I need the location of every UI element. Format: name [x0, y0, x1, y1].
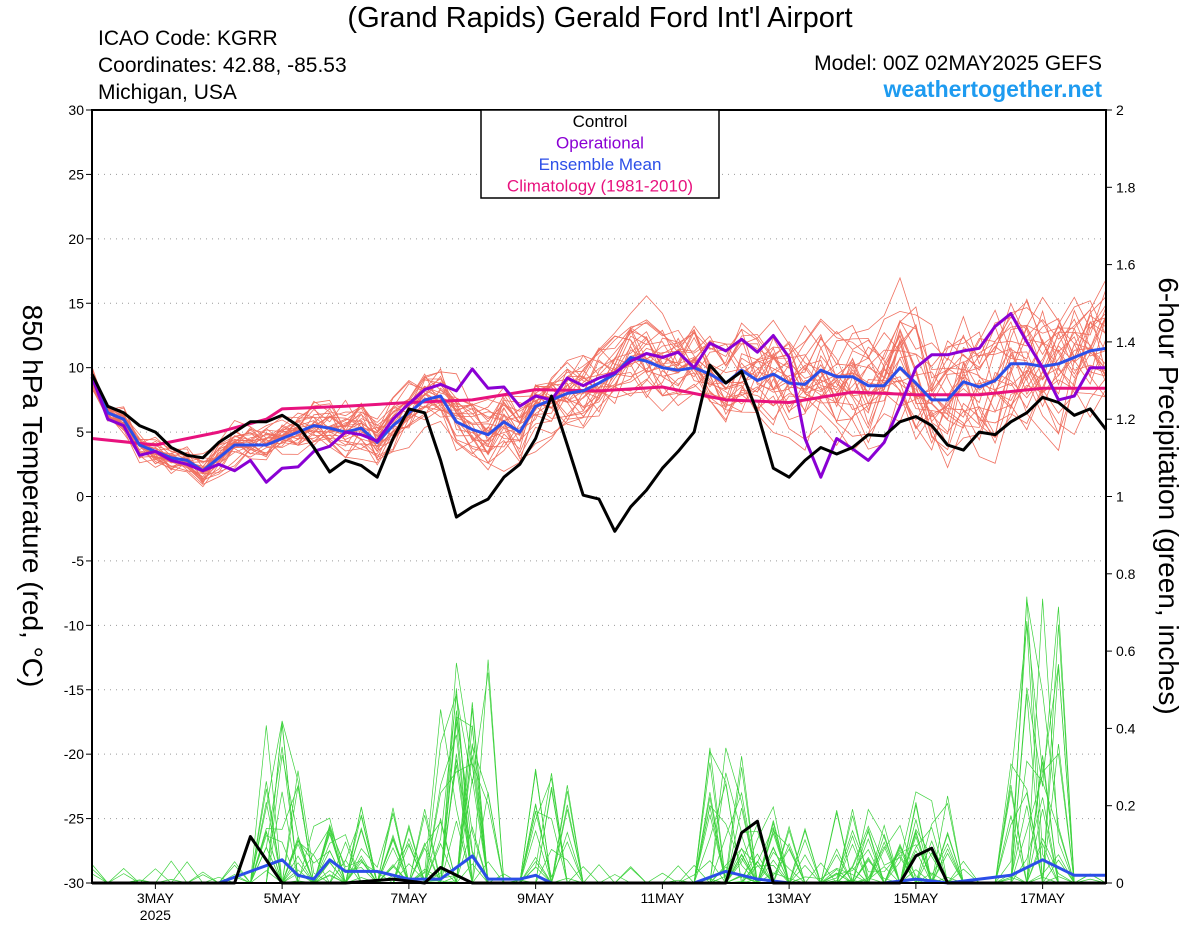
y-tick-label: 5: [76, 424, 84, 440]
precipitation-member-line: [91, 599, 1106, 884]
x-tick-sublabel: 2025: [140, 907, 171, 923]
y-tick-label: 20: [68, 231, 84, 247]
model-run: Model: 00Z 02MAY2025 GEFS: [814, 52, 1102, 75]
y2-tick-label: 1.6: [1116, 257, 1136, 273]
plot-frame: [91, 109, 1107, 884]
y-tick-label: -15: [64, 682, 84, 698]
y-tick-label: -10: [64, 617, 84, 633]
precipitation-member-line: [92, 659, 1106, 885]
legend-entry: Ensemble Mean: [539, 155, 662, 174]
precipitation-member-line: [92, 664, 1106, 885]
precipitation-member-line: [92, 596, 1106, 884]
y-tick-label: -30: [64, 875, 84, 891]
x-tick-label: 9MAY: [517, 890, 555, 906]
legend: Control Operational Ensemble Mean Climatolo…: [480, 109, 720, 199]
y-tick-label: 10: [68, 360, 84, 376]
temperature-member-line: [91, 315, 1107, 485]
operational-temperature-line: [90, 312, 1106, 484]
legend-entry: Operational: [556, 134, 644, 153]
y-tick-label: -20: [64, 746, 84, 762]
y2-tick-label: 0.4: [1116, 720, 1136, 736]
y2-tick-label: 1.2: [1116, 411, 1136, 427]
y2-tick-label: 0.6: [1116, 643, 1136, 659]
y2-tick-label: 0.2: [1116, 798, 1136, 814]
ensemble-precipitation-members: [91, 596, 1107, 885]
y2-tick-label: 2: [1116, 102, 1124, 118]
temperature-member-line: [91, 296, 1107, 485]
coordinates: Coordinates: 42.88, -85.53: [98, 54, 347, 77]
temperature-member-line: [91, 309, 1107, 479]
region: Michigan, USA: [98, 81, 237, 104]
precipitation-member-line: [92, 754, 1106, 884]
y-tick-label: 25: [68, 166, 84, 182]
temperature-member-line: [91, 276, 1107, 469]
x-tick-label: 17MAY: [1020, 890, 1066, 906]
y-tick-label: 15: [68, 295, 84, 311]
legend-box: [480, 109, 720, 199]
precipitation-member-line: [92, 624, 1106, 884]
y-tick-label: 30: [68, 102, 84, 118]
temperature-member-line: [91, 279, 1107, 480]
temperature-member-line: [91, 307, 1107, 456]
icao-code: ICAO Code: KGRR: [98, 27, 278, 50]
page-title: (Grand Rapids) Gerald Ford Int'l Airport: [347, 2, 853, 34]
y2-tick-label: 1: [1116, 489, 1124, 505]
x-tick-label: 5MAY: [264, 890, 302, 906]
x-tick-label: 11MAY: [640, 890, 684, 906]
precipitation-member-line: [92, 773, 1107, 885]
temperature-member-line: [91, 304, 1107, 463]
y-tick-label: -25: [64, 811, 84, 827]
ensemble-mean-temperature-line: [90, 346, 1107, 473]
x-tick-label: 3MAY: [137, 890, 175, 906]
site-link[interactable]: weathertogether.net: [883, 76, 1102, 102]
precipitation-member-line: [92, 598, 1106, 884]
y-tick-label: 0: [76, 489, 84, 505]
x-tick-label: 7MAY: [390, 890, 428, 906]
temperature-member-line: [91, 323, 1107, 471]
control-temperature-line: [90, 363, 1108, 533]
y2-tick-label: 1.4: [1116, 334, 1136, 350]
precipitation-member-line: [92, 606, 1106, 884]
x-tick-label: 13MAY: [767, 890, 813, 906]
x-tick-label: 15MAY: [893, 890, 939, 906]
temperature-member-line: [91, 328, 1107, 470]
y2-tick-label: 1.8: [1116, 179, 1136, 195]
precipitation-member-line: [91, 625, 1106, 885]
y2-tick-label: 0.8: [1116, 566, 1136, 582]
legend-entry: Climatology (1981-2010): [507, 177, 693, 196]
temperature-member-line: [91, 288, 1107, 475]
precipitation-member-line: [92, 621, 1106, 885]
y2-tick-label: 0: [1116, 875, 1124, 891]
y-tick-label: -5: [72, 553, 85, 569]
legend-entry: Control: [573, 112, 628, 131]
